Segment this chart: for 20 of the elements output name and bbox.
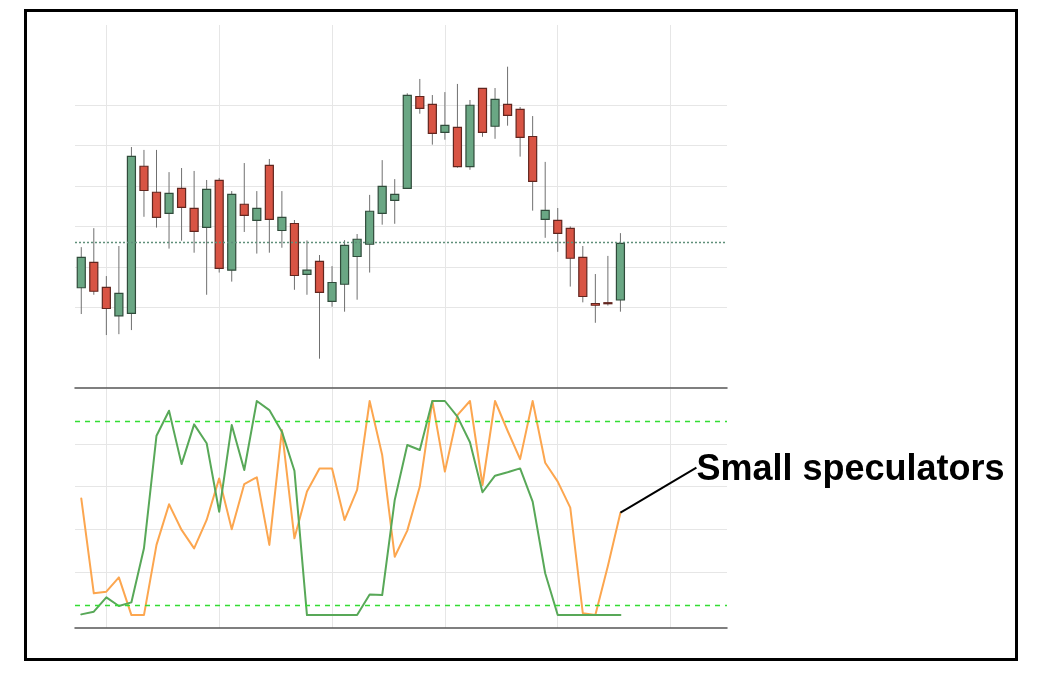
candlestick — [540, 161, 550, 239]
candlestick — [252, 190, 262, 255]
candlestick — [603, 255, 613, 307]
candlestick — [327, 265, 337, 308]
candlestick — [590, 273, 600, 324]
text: Small speculators — [696, 447, 1005, 489]
candlestick — [164, 171, 174, 250]
candlestick — [239, 162, 249, 233]
candlestick — [502, 66, 513, 127]
candlestick — [390, 178, 400, 225]
candlestick — [189, 170, 199, 254]
candlestick — [302, 239, 312, 296]
candlestick — [440, 91, 450, 141]
candlestick — [101, 275, 111, 336]
candlestick — [553, 207, 563, 253]
candlestick — [277, 190, 287, 249]
candlestick — [415, 78, 425, 115]
candlestick — [352, 233, 362, 301]
candlestick — [176, 167, 187, 242]
candlestick — [114, 245, 124, 335]
